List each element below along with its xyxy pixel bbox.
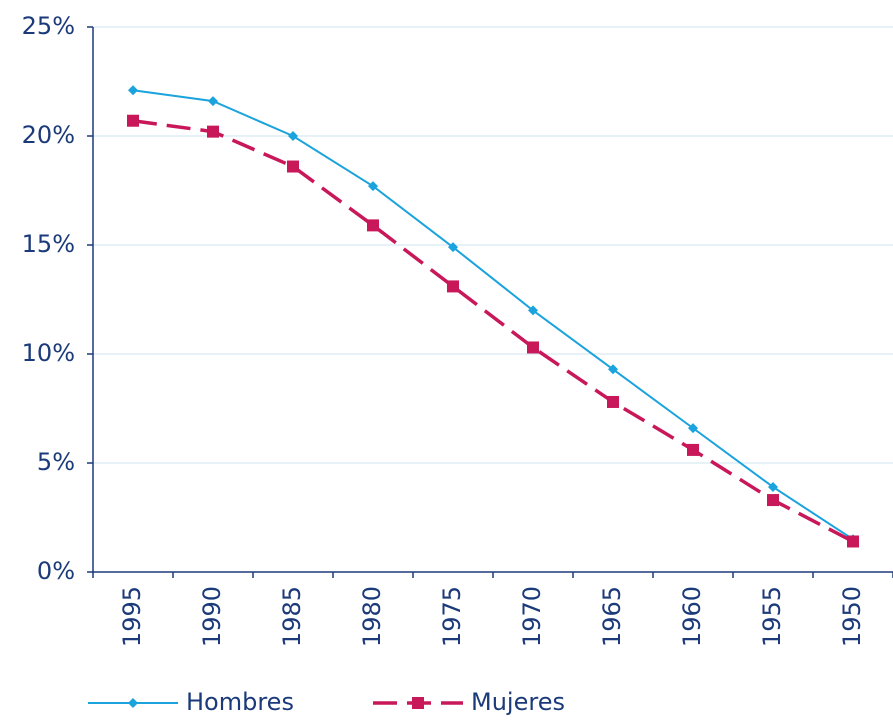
marker bbox=[128, 85, 138, 96]
y-tick-label: 5% bbox=[37, 448, 75, 476]
x-tick-label: 1950 bbox=[838, 586, 866, 647]
marker bbox=[287, 160, 299, 173]
marker bbox=[767, 494, 779, 507]
marker bbox=[608, 364, 618, 375]
y-tick-label: 0% bbox=[37, 557, 75, 585]
x-tick-label: 1975 bbox=[438, 586, 466, 647]
y-tick-label: 20% bbox=[22, 121, 75, 149]
series-line bbox=[132, 119, 854, 544]
marker bbox=[128, 698, 138, 708]
marker bbox=[448, 242, 458, 253]
marker bbox=[607, 395, 619, 408]
x-tick-label: 1980 bbox=[358, 586, 386, 647]
marker bbox=[207, 125, 219, 138]
x-tick-label: 1960 bbox=[678, 586, 706, 647]
x-tick-label: 1970 bbox=[518, 586, 546, 647]
x-tick-label: 1965 bbox=[598, 586, 626, 647]
marker bbox=[367, 219, 379, 232]
marker bbox=[447, 280, 459, 293]
x-tick-label: 1990 bbox=[198, 586, 226, 647]
marker bbox=[688, 423, 698, 434]
series-line bbox=[132, 89, 854, 541]
y-tick-label: 15% bbox=[22, 230, 75, 258]
x-tick-label: 1985 bbox=[278, 586, 306, 647]
legend-label: Hombres bbox=[186, 688, 294, 716]
marker bbox=[288, 131, 298, 141]
marker bbox=[527, 341, 539, 354]
marker bbox=[847, 535, 859, 548]
marker bbox=[208, 96, 218, 107]
marker bbox=[412, 697, 424, 709]
legend-label: Mujeres bbox=[471, 688, 565, 716]
x-tick-label: 1995 bbox=[118, 586, 146, 647]
marker bbox=[368, 181, 378, 192]
marker bbox=[528, 305, 538, 316]
marker bbox=[687, 443, 699, 456]
marker bbox=[127, 114, 139, 127]
y-tick-label: 10% bbox=[22, 339, 75, 367]
y-tick-label: 25% bbox=[22, 12, 75, 40]
marker bbox=[768, 481, 778, 492]
x-tick-label: 1955 bbox=[758, 586, 786, 647]
